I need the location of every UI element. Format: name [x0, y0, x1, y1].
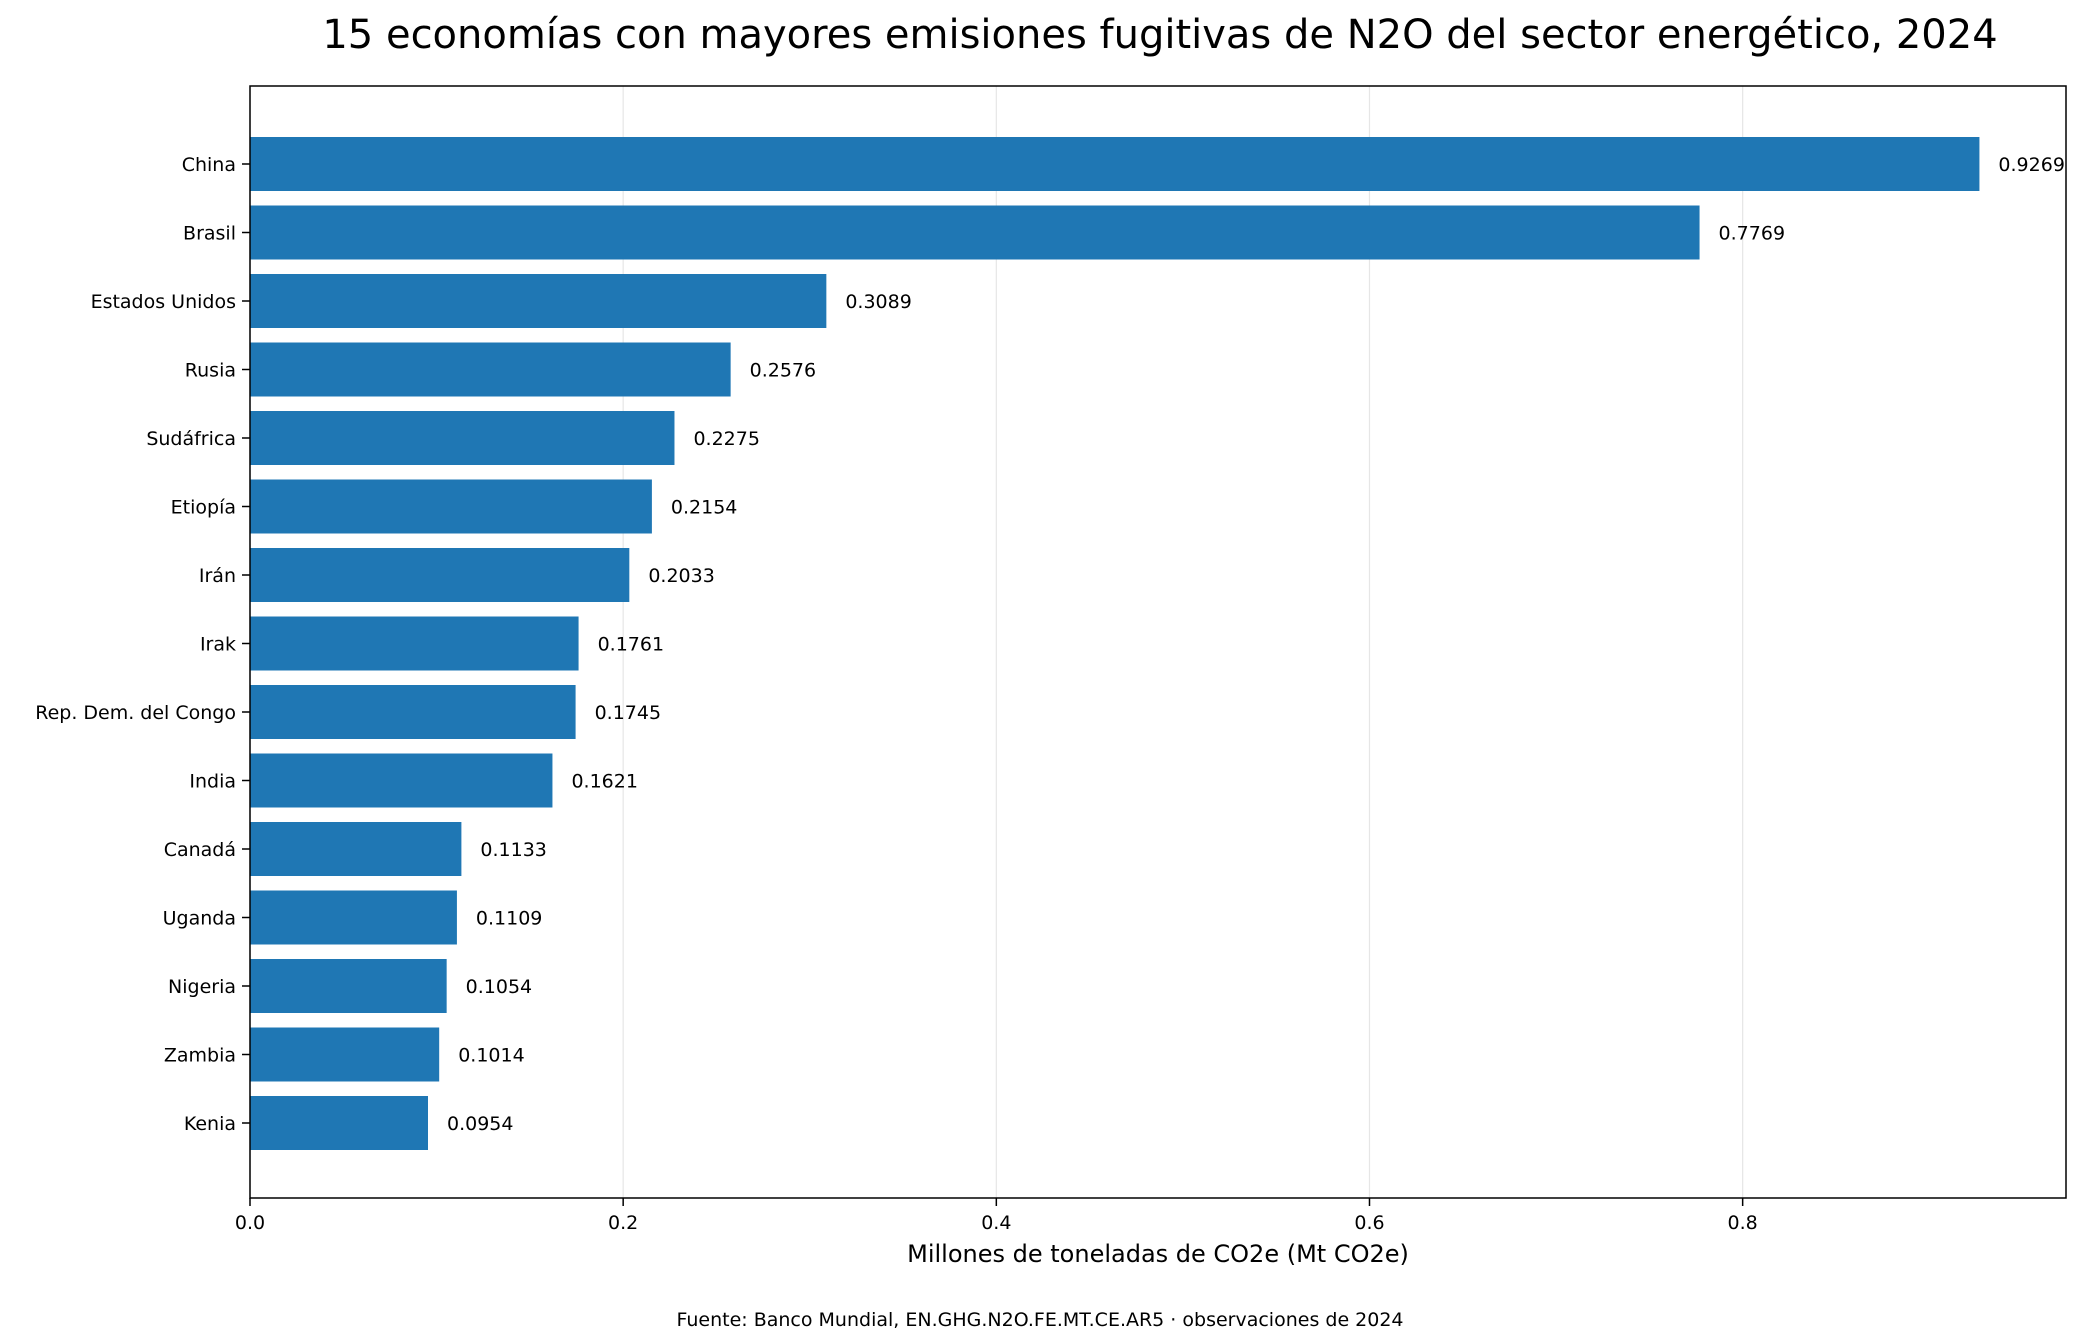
bar — [250, 479, 652, 534]
chart-title: 15 economías con mayores emisiones fugit… — [322, 12, 1997, 58]
data-label: 0.1014 — [458, 1045, 524, 1067]
data-label: 0.1621 — [571, 771, 637, 793]
data-label: 0.1745 — [595, 702, 661, 724]
y-tick-label: India — [189, 771, 236, 793]
bar — [250, 753, 553, 808]
x-axis-label: Millones de toneladas de CO2e (Mt CO2e) — [907, 1240, 1409, 1268]
data-label: 0.1133 — [480, 839, 546, 861]
bar — [250, 548, 630, 602]
source-note: Fuente: Banco Mundial, EN.GHG.N2O.FE.MT.… — [676, 1309, 1403, 1331]
y-tick-label: Canadá — [164, 839, 236, 861]
data-label: 0.1109 — [476, 908, 542, 930]
y-tick-label: Nigeria — [168, 976, 236, 998]
bar — [250, 1027, 440, 1082]
y-tick-label: Zambia — [164, 1045, 236, 1067]
bar — [250, 411, 675, 465]
y-tick-label: Rusia — [185, 360, 236, 382]
bar — [250, 890, 457, 945]
data-label: 0.7769 — [1719, 223, 1785, 245]
y-tick-label: Brasil — [183, 223, 236, 245]
plot-frame — [249, 85, 2067, 1199]
data-label: 0.2033 — [648, 565, 714, 587]
bar — [250, 685, 576, 739]
y-tick-label: China — [182, 154, 236, 176]
y-tick-label: Etiopía — [171, 497, 236, 519]
bars — [250, 137, 1980, 1150]
y-tick-label: Irán — [199, 565, 236, 587]
bar — [250, 822, 462, 876]
data-label: 0.2154 — [671, 497, 737, 519]
x-axis-ticks: 0.0 0.2 0.4 0.6 0.8 — [235, 1198, 1758, 1234]
y-tick-label: Irak — [200, 634, 236, 656]
data-label: 0.1761 — [598, 634, 664, 656]
data-label: 0.9269 — [1998, 154, 2064, 176]
data-label: 0.1054 — [466, 976, 532, 998]
bar — [250, 616, 579, 671]
y-tick-label: Uganda — [163, 908, 236, 930]
y-tick-label: Rep. Dem. del Congo — [35, 702, 236, 724]
data-label: 0.2275 — [693, 428, 759, 450]
bar — [250, 274, 827, 328]
bar — [250, 205, 1700, 260]
x-tick-label: 0.8 — [1728, 1212, 1758, 1234]
y-tick-label: Sudáfrica — [146, 428, 236, 450]
bar — [250, 137, 1980, 191]
bar — [250, 342, 731, 397]
y-tick-label: Kenia — [184, 1113, 236, 1135]
x-tick-label: 0.2 — [608, 1212, 638, 1234]
data-label: 0.2576 — [750, 360, 816, 382]
bar — [250, 1096, 428, 1150]
data-labels: 0.9269 0.7769 0.3089 0.2576 0.2275 0.2154 0.20… — [447, 154, 2065, 1135]
data-label: 0.3089 — [845, 291, 911, 313]
x-tick-label: 0.6 — [1354, 1212, 1384, 1234]
bar — [250, 959, 447, 1013]
x-tick-label: 0.4 — [981, 1212, 1011, 1234]
data-label: 0.0954 — [447, 1113, 513, 1135]
y-axis-ticks: China Brasil Estados Unidos Rusia Sudáfrica E… — [35, 154, 250, 1135]
x-tick-label: 0.0 — [235, 1212, 265, 1234]
y-tick-label: Estados Unidos — [91, 291, 236, 313]
